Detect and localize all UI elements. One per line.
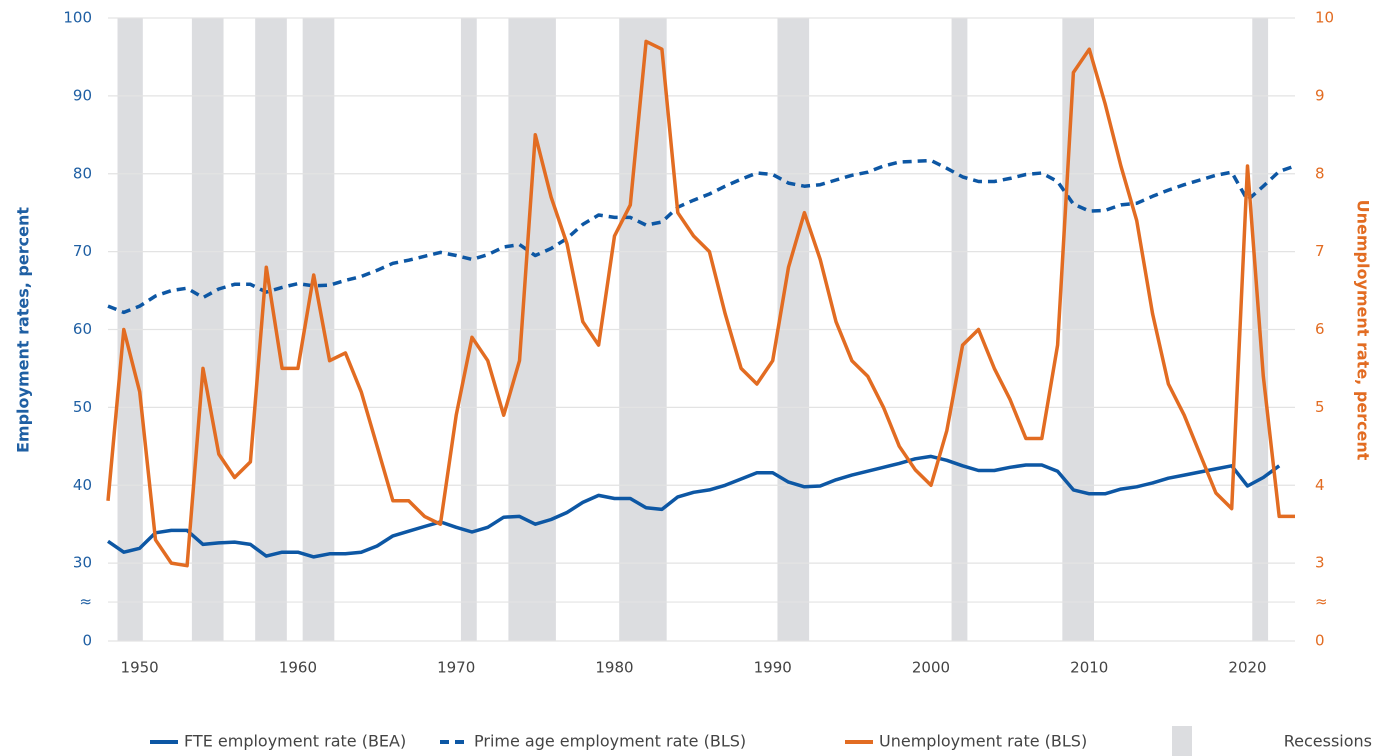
y2-tick-label: 4 — [1315, 476, 1325, 494]
legend-label: Prime age employment rate (BLS) — [474, 732, 746, 751]
x-tick-label: 2000 — [912, 659, 950, 677]
y2-tick-label: 9 — [1315, 86, 1325, 104]
y2-tick-label: 10 — [1315, 9, 1334, 27]
y-break-label: ≈ — [79, 593, 92, 611]
x-tick-label: 2020 — [1228, 659, 1266, 677]
x-tick-label: 1960 — [279, 659, 317, 677]
y-tick-label: 40 — [73, 476, 92, 494]
y-tick-label: 90 — [73, 86, 92, 104]
y-tick-label: 30 — [73, 554, 92, 572]
y-axis-label: Employment rates, percent — [14, 207, 33, 453]
y2-tick-label: 5 — [1315, 398, 1325, 416]
y-tick-label: 0 — [82, 632, 92, 650]
y-tick-label: 100 — [63, 9, 92, 27]
y2-tick-label: 7 — [1315, 242, 1325, 260]
legend-swatch — [1172, 726, 1192, 756]
series-line — [106, 39, 1295, 568]
y-tick-label: 60 — [73, 320, 92, 338]
series-line — [107, 158, 1296, 315]
legend-label: Recessions — [1284, 732, 1372, 751]
x-tick-label: 2010 — [1070, 659, 1108, 677]
y2-break-label: ≈ — [1315, 593, 1328, 611]
y-tick-label: 70 — [73, 242, 92, 260]
y-tick-label: 80 — [73, 164, 92, 182]
y2-axis-label: Unemployment rate, percent — [1354, 200, 1373, 461]
y2-tick-label: 0 — [1315, 632, 1325, 650]
x-tick-label: 1980 — [595, 659, 633, 677]
y-tick-label: 50 — [73, 398, 92, 416]
y2-tick-label: 8 — [1315, 164, 1325, 182]
x-tick-label: 1990 — [754, 659, 792, 677]
legend-label: Unemployment rate (BLS) — [879, 732, 1087, 751]
series-line — [107, 454, 1281, 559]
x-tick-label: 1970 — [437, 659, 475, 677]
x-tick-label: 1950 — [121, 659, 159, 677]
y2-tick-label: 3 — [1315, 554, 1325, 572]
y2-tick-label: 6 — [1315, 320, 1325, 338]
legend-label: FTE employment rate (BEA) — [184, 732, 406, 751]
